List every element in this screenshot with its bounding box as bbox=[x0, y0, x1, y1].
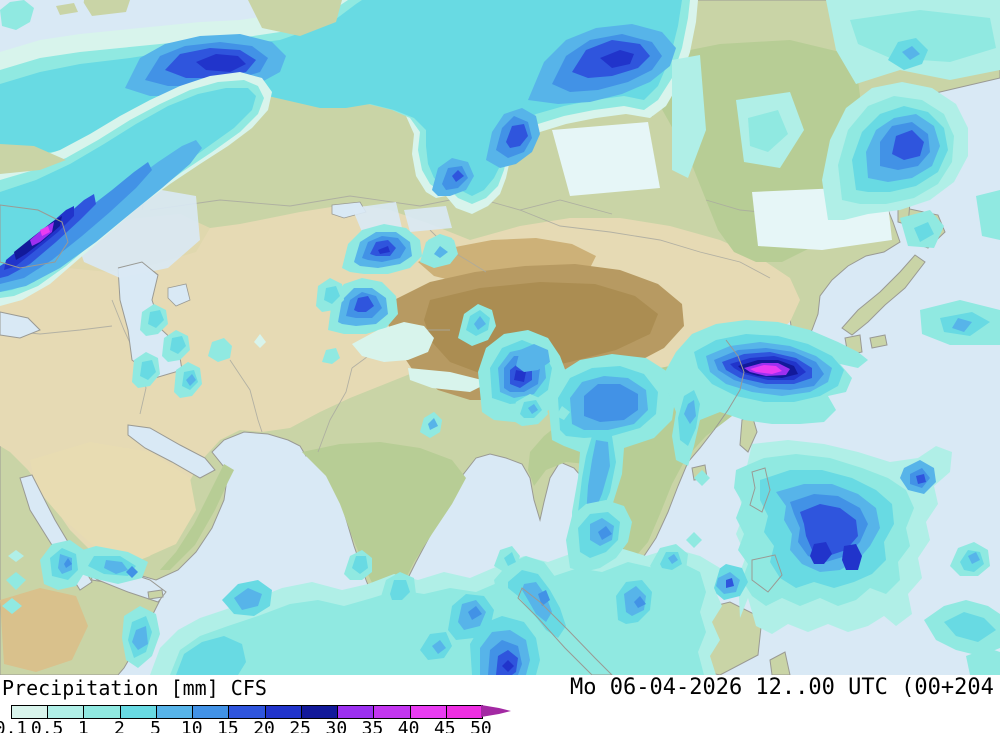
precip-iran-spots bbox=[132, 278, 344, 398]
mediterranean-corner bbox=[0, 311, 41, 339]
legend-footer: Precipitation [mm] CFS Mo 06-04-2026 12.… bbox=[0, 675, 1000, 733]
scale-cell bbox=[193, 706, 230, 718]
precip-east-siberia-okhotsk bbox=[672, 0, 1000, 345]
scale-cell bbox=[84, 706, 121, 718]
scale-label: 10 bbox=[180, 718, 203, 733]
scale-cell bbox=[374, 706, 411, 718]
map-canvas bbox=[0, 0, 1000, 675]
forecast-datetime: Mo 06-04-2026 12..00 UTC (00+204 bbox=[570, 675, 994, 700]
precip-assam-bangladesh bbox=[420, 394, 548, 438]
scale-cell bbox=[12, 706, 49, 718]
scale-label: 0.5 bbox=[30, 718, 64, 733]
scale-label: 50 bbox=[470, 718, 492, 733]
scale-label: 15 bbox=[217, 718, 239, 733]
precip-philippine-sea-storm bbox=[686, 440, 952, 634]
scale-label: 40 bbox=[397, 718, 420, 733]
scale-cell bbox=[301, 706, 339, 718]
scale-cell bbox=[229, 706, 266, 718]
scale-label: 0.1 bbox=[0, 718, 28, 733]
scale-label: 30 bbox=[325, 718, 348, 733]
coastline-overlays bbox=[0, 204, 783, 675]
scale-label: 25 bbox=[289, 718, 312, 733]
scale-label: 2 bbox=[114, 718, 125, 733]
precip-east-china-sea-storm bbox=[666, 320, 868, 466]
color-scale-bar bbox=[11, 705, 483, 719]
island-shikoku bbox=[869, 334, 888, 349]
land-show-through-patches bbox=[0, 0, 342, 174]
precip-horn-of-africa bbox=[2, 540, 160, 668]
precip-northwest-band bbox=[0, 72, 272, 306]
island-honshu bbox=[841, 254, 926, 336]
legend-title: Precipitation [mm] CFS bbox=[2, 676, 267, 700]
island-sulawesi bbox=[769, 651, 791, 675]
precip-topleft-corner bbox=[0, 0, 34, 30]
scale-cell bbox=[120, 706, 157, 718]
aral-sea bbox=[167, 283, 191, 307]
scale-cell bbox=[410, 706, 447, 718]
precip-indian-ocean-belt bbox=[150, 500, 722, 675]
precipitation-map bbox=[0, 0, 1000, 675]
scale-cell bbox=[48, 706, 85, 718]
scale-cell bbox=[338, 706, 375, 718]
scale-label: 45 bbox=[433, 718, 456, 733]
scale-label: 1 bbox=[77, 718, 89, 733]
scale-cell bbox=[156, 706, 194, 718]
island-socotra bbox=[147, 589, 164, 600]
scale-cell bbox=[446, 706, 483, 718]
scale-label: 35 bbox=[361, 718, 384, 733]
precip-southeast-corners bbox=[924, 542, 1000, 675]
scale-label: 5 bbox=[150, 718, 162, 733]
precip-tibet-rim bbox=[352, 234, 676, 550]
persian-gulf bbox=[127, 424, 216, 479]
scale-label: 20 bbox=[253, 718, 275, 733]
scale-cell bbox=[265, 706, 302, 718]
scale-arrow-icon bbox=[481, 705, 511, 717]
scale-labels: 0.1 0.5 1 2 5 10 15 20 25 30 35 40 45 50 bbox=[0, 718, 1000, 733]
